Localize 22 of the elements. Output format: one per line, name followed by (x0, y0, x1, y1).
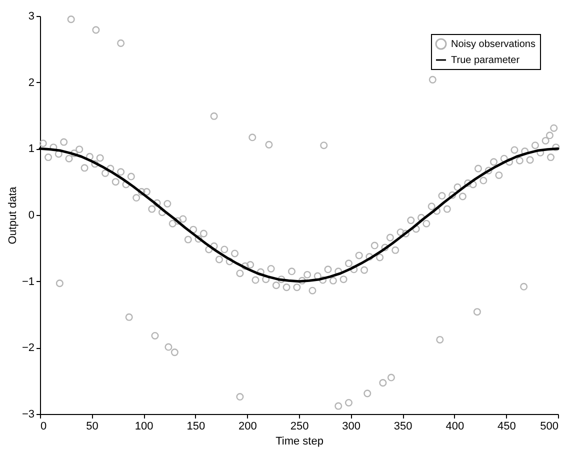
legend-label: Noisy observations (451, 39, 536, 50)
y-axis-title: Output data (6, 186, 19, 244)
y-tick-label: 0 (28, 210, 34, 222)
x-tick-label: 250 (290, 420, 309, 432)
y-tick-label: −2 (22, 342, 34, 354)
x-tick-label: 50 (86, 420, 98, 432)
x-tick-label: 0 (40, 420, 47, 432)
legend-label: True parameter (451, 55, 520, 66)
x-tick-label: 100 (134, 420, 154, 432)
x-tick-label: 200 (238, 420, 257, 432)
x-tick-label: 500 (540, 420, 558, 432)
y-tick-label: 3 (28, 10, 34, 22)
y-tick-label: 2 (28, 76, 34, 89)
x-tick-label: 150 (186, 420, 206, 432)
y-tick-label: 1 (28, 143, 34, 156)
x-tick-label: 450 (498, 420, 516, 432)
x-tick-label: 350 (394, 420, 412, 432)
y-tick-label: −1 (22, 276, 34, 288)
y-tick-label: −3 (22, 408, 34, 420)
x-axis-title: Time step (276, 436, 324, 448)
x-tick-label: 400 (446, 420, 464, 432)
x-tick-label: 300 (342, 420, 360, 432)
